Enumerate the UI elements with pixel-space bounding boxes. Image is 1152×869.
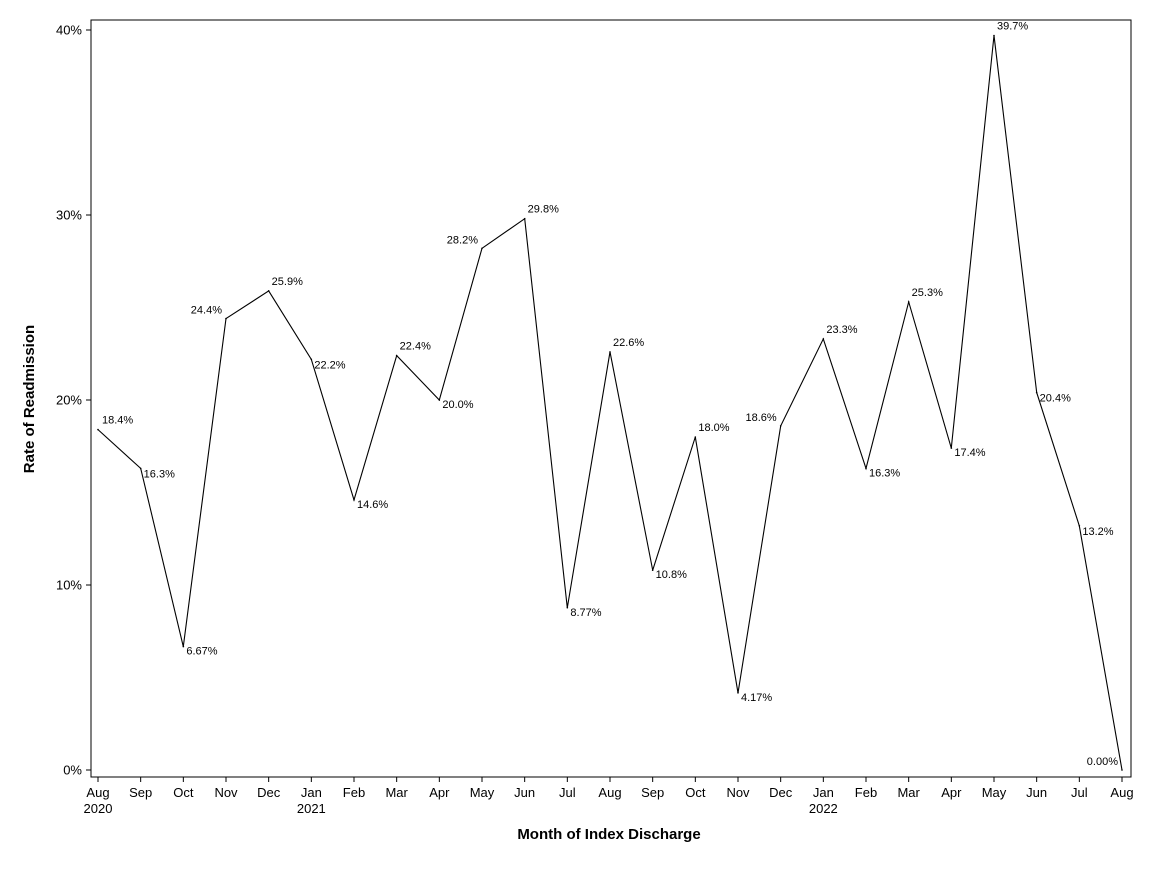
y-tick-label: 10% bbox=[56, 578, 82, 593]
y-tick-label: 20% bbox=[56, 393, 82, 408]
data-label: 20.4% bbox=[1040, 393, 1071, 405]
data-point bbox=[737, 692, 739, 694]
data-label: 20.0% bbox=[442, 399, 473, 411]
x-tick-label: Sep bbox=[129, 785, 152, 800]
x-tick-label: Apr bbox=[429, 785, 450, 800]
x-tick-label: Mar bbox=[385, 785, 408, 800]
data-point bbox=[97, 428, 99, 431]
x-tick-label: Aug bbox=[86, 785, 109, 800]
x-tick-label: Jul bbox=[559, 785, 576, 800]
x-tick-label: Apr bbox=[941, 785, 962, 800]
data-label: 18.0% bbox=[698, 422, 729, 434]
data-point bbox=[1035, 391, 1038, 394]
x-tick-label: Jun bbox=[514, 785, 535, 800]
x-tick-label: Nov bbox=[726, 785, 750, 800]
data-label: 13.2% bbox=[1082, 526, 1113, 538]
series-layer: 18.4% 16.3% 6.67% 24.4% 25.9% 22.2% 14.6% 22.4%… bbox=[97, 21, 1123, 771]
y-tick-label: 40% bbox=[56, 23, 82, 38]
x-tick-label: Aug bbox=[598, 785, 621, 800]
data-point bbox=[182, 645, 185, 648]
data-point bbox=[353, 499, 355, 501]
data-label: 8.77% bbox=[570, 607, 601, 619]
data-point bbox=[609, 351, 611, 353]
data-point bbox=[566, 606, 569, 609]
x-tick-label: Jan bbox=[301, 785, 322, 800]
x-tick-label: Feb bbox=[855, 785, 877, 800]
data-label: 22.6% bbox=[613, 337, 644, 349]
y-axis-title: Rate of Readmission bbox=[21, 325, 38, 473]
data-label: 4.17% bbox=[741, 692, 772, 704]
data-point bbox=[1078, 525, 1081, 527]
data-point bbox=[822, 338, 825, 340]
x-tick-label: May bbox=[982, 785, 1007, 800]
x-year-label: 2021 bbox=[297, 801, 326, 816]
data-point bbox=[225, 317, 227, 320]
data-point bbox=[865, 467, 867, 470]
data-label: 16.3% bbox=[144, 468, 175, 480]
data-label: 39.7% bbox=[997, 21, 1028, 33]
x-tick-label: Mar bbox=[897, 785, 920, 800]
x-year-label: 2020 bbox=[84, 801, 113, 816]
data-label: 16.3% bbox=[869, 467, 900, 479]
data-point bbox=[139, 467, 142, 470]
data-label: 22.2% bbox=[314, 359, 345, 371]
data-label: 25.9% bbox=[272, 276, 303, 288]
data-label: 18.4% bbox=[102, 415, 133, 427]
x-tick-label: Feb bbox=[343, 785, 365, 800]
data-point bbox=[523, 217, 526, 220]
data-point bbox=[395, 354, 398, 357]
y-axis: 0% 10% 20% 30% 40% bbox=[56, 23, 91, 778]
data-label: 29.8% bbox=[528, 204, 559, 216]
data-point bbox=[694, 436, 697, 438]
x-tick-label: Oct bbox=[685, 785, 706, 800]
data-label: 23.3% bbox=[826, 324, 857, 336]
data-label: 6.67% bbox=[186, 646, 217, 658]
data-label: 22.4% bbox=[400, 341, 431, 353]
data-point bbox=[907, 301, 910, 303]
x-year-label: 2022 bbox=[809, 801, 838, 816]
y-tick-label: 30% bbox=[56, 208, 82, 223]
data-label: 10.8% bbox=[656, 569, 687, 581]
x-tick-label: May bbox=[470, 785, 495, 800]
x-tick-label: Dec bbox=[257, 785, 281, 800]
x-tick-label: Jan bbox=[813, 785, 834, 800]
x-tick-label: Aug bbox=[1110, 785, 1133, 800]
x-tick-label: Sep bbox=[641, 785, 664, 800]
series-line bbox=[97, 35, 1123, 771]
data-point bbox=[1121, 769, 1123, 771]
data-label: 28.2% bbox=[447, 234, 478, 246]
x-axis: Aug Sep Oct Nov Dec Jan Feb Mar Apr May Jun Jul Aug S… bbox=[84, 777, 1134, 816]
data-point bbox=[438, 399, 441, 401]
data-label: 0.00% bbox=[1087, 756, 1118, 768]
x-tick-label: Nov bbox=[214, 785, 238, 800]
x-axis-title: Month of Index Discharge bbox=[517, 826, 700, 843]
x-tick-label: Oct bbox=[173, 785, 194, 800]
data-point bbox=[651, 569, 654, 571]
data-label: 14.6% bbox=[357, 499, 388, 511]
x-tick-label: Jun bbox=[1026, 785, 1047, 800]
plot-frame bbox=[90, 19, 1132, 778]
data-label: 24.4% bbox=[191, 305, 222, 317]
data-point bbox=[993, 34, 995, 37]
data-point bbox=[779, 425, 782, 427]
data-label: 25.3% bbox=[912, 287, 943, 299]
x-tick-label: Jul bbox=[1071, 785, 1088, 800]
data-label: 18.6% bbox=[745, 412, 776, 424]
data-point bbox=[310, 358, 313, 361]
data-point bbox=[267, 290, 270, 292]
data-point bbox=[950, 447, 953, 449]
y-tick-label: 0% bbox=[63, 763, 82, 778]
data-label: 17.4% bbox=[954, 447, 985, 459]
data-point bbox=[481, 247, 483, 250]
x-tick-label: Dec bbox=[769, 785, 793, 800]
